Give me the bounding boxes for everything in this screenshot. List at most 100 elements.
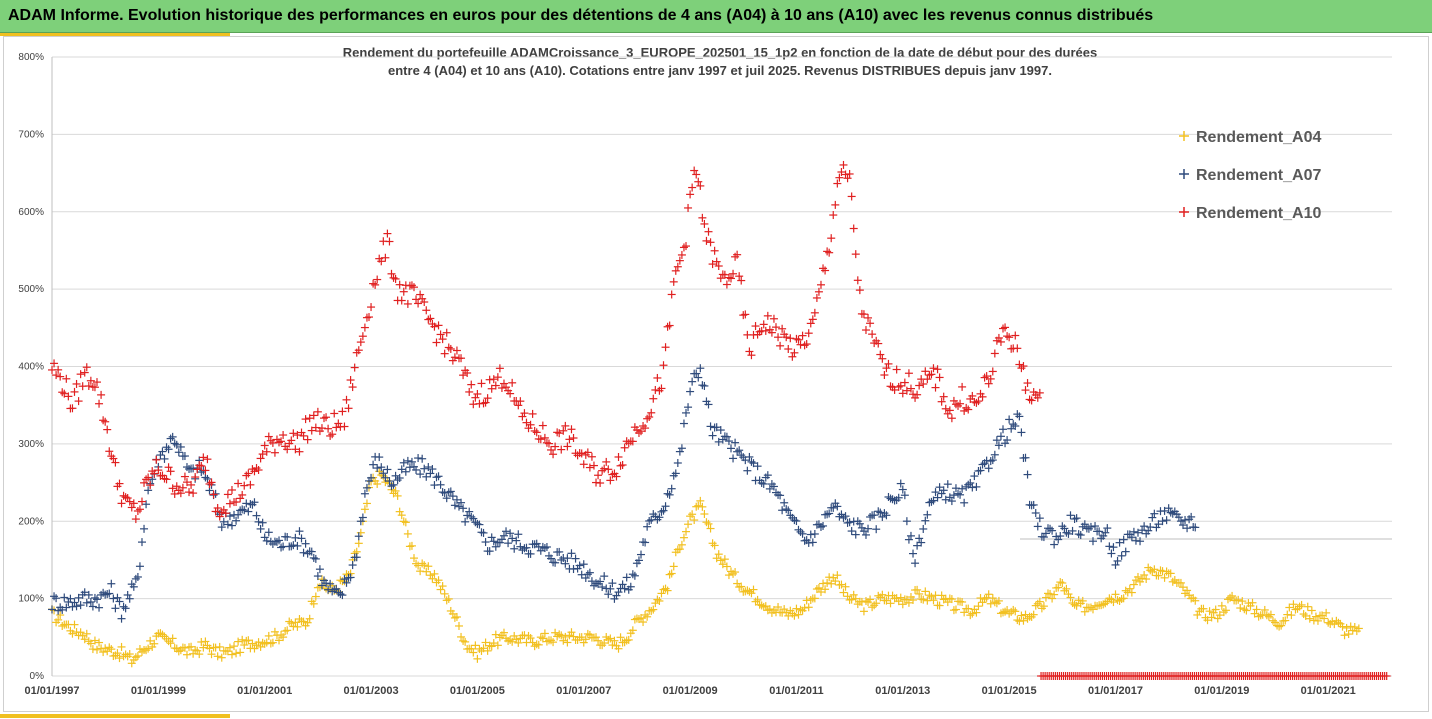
data-point: [988, 594, 997, 603]
data-point: [610, 636, 619, 645]
data-point: [299, 617, 308, 626]
data-point: [446, 487, 455, 496]
data-point: [201, 637, 210, 646]
data-point: [802, 340, 811, 349]
data-point: [722, 432, 731, 441]
data-point: [612, 591, 621, 600]
data-point: [921, 367, 930, 376]
data-point: [731, 252, 740, 261]
data-point: [326, 579, 335, 588]
data-point: [696, 364, 705, 373]
data-point: [236, 648, 245, 657]
data-point: [258, 518, 267, 527]
data-point: [812, 585, 821, 594]
data-point: [264, 631, 273, 640]
data-point: [1168, 577, 1177, 586]
data-point: [559, 636, 568, 645]
data-point: [1293, 604, 1302, 613]
data-point: [996, 432, 1005, 441]
data-point: [716, 556, 725, 565]
data-point: [874, 591, 883, 600]
data-point: [219, 517, 228, 526]
data-point: [555, 429, 564, 438]
data-point: [121, 604, 130, 613]
data-point: [810, 529, 819, 538]
data-point: [868, 603, 877, 612]
data-point: [722, 280, 731, 289]
data-point: [291, 445, 300, 454]
data-point: [536, 633, 545, 642]
data-point: [201, 473, 210, 482]
data-point: [281, 627, 290, 636]
data-point: [749, 585, 758, 594]
data-point: [761, 602, 770, 611]
data-point: [563, 638, 572, 647]
data-point: [645, 516, 654, 525]
data-point: [463, 511, 472, 520]
data-point: [724, 273, 733, 282]
data-point: [630, 571, 639, 580]
data-point: [921, 516, 930, 525]
data-point: [782, 608, 791, 617]
data-point: [677, 250, 686, 259]
data-point: [776, 341, 785, 350]
data-point: [289, 541, 298, 550]
data-point: [663, 586, 672, 595]
data-point: [137, 497, 146, 506]
grid-lines: [51, 56, 1392, 677]
data-point: [872, 525, 881, 534]
data-point: [328, 430, 337, 439]
data-point: [403, 529, 412, 538]
data-point: [336, 589, 345, 598]
data-point: [131, 653, 140, 662]
data-point: [506, 635, 515, 644]
data-point: [1072, 601, 1081, 610]
data-point: [669, 562, 678, 571]
data-point: [906, 384, 915, 393]
data-point: [966, 611, 975, 620]
data-point: [113, 649, 122, 658]
data-point: [1191, 523, 1200, 532]
data-point: [1011, 331, 1020, 340]
data-point: [553, 428, 562, 437]
data-point: [111, 458, 120, 467]
data-point: [1238, 597, 1247, 606]
data-point: [180, 643, 189, 652]
data-point: [528, 409, 537, 418]
data-point: [254, 638, 263, 647]
data-point: [471, 393, 480, 402]
data-point: [495, 364, 504, 373]
data-point: [391, 471, 400, 480]
data-point: [479, 528, 488, 537]
data-point: [1205, 607, 1214, 616]
data-point: [508, 637, 517, 646]
x-axis-ticks: 01/01/1997 01/01/1999 01/01/2001 01/01/2003…: [24, 685, 1355, 697]
data-point: [874, 507, 883, 516]
data-point: [949, 606, 958, 615]
legend-label: Rendement_A10: [1196, 205, 1321, 222]
data-point: [583, 629, 592, 638]
data-point: [943, 598, 952, 607]
y-tick-label: 700%: [18, 129, 44, 140]
data-point: [1158, 517, 1167, 526]
data-point: [512, 635, 521, 644]
data-point: [260, 441, 269, 450]
data-point: [792, 604, 801, 613]
data-point: [960, 608, 969, 617]
data-point: [1019, 362, 1028, 371]
data-point: [600, 572, 609, 581]
data-point: [358, 332, 367, 341]
data-point: [614, 588, 623, 597]
data-point: [798, 331, 807, 340]
data-point: [608, 470, 617, 479]
data-point: [125, 594, 134, 603]
data-point: [68, 629, 77, 638]
data-point: [92, 378, 101, 387]
y-tick-label: 400%: [18, 362, 44, 373]
data-point: [675, 256, 684, 265]
data-point: [569, 434, 578, 443]
data-point: [346, 376, 355, 385]
data-point: [1056, 578, 1065, 587]
data-point: [338, 591, 347, 600]
data-point: [1060, 524, 1069, 533]
